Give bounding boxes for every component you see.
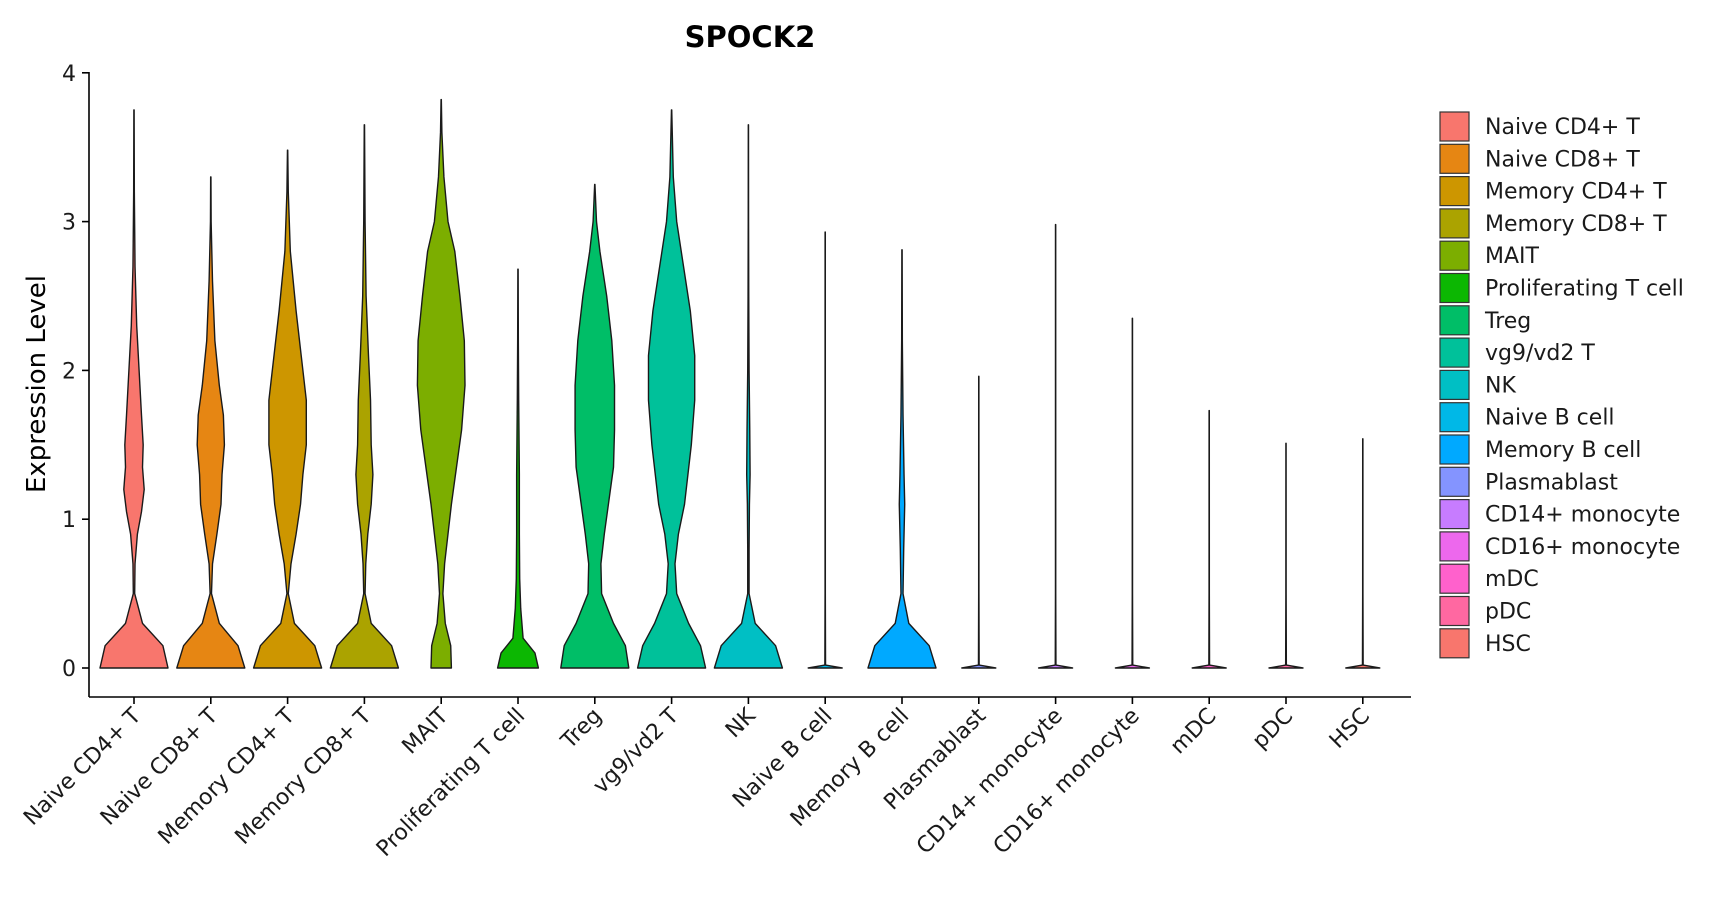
x-tick-label: MAIT	[398, 703, 454, 759]
violin-8	[713, 124, 784, 669]
legend-swatch	[1439, 466, 1470, 497]
legend-label: CD14+ monocyte	[1485, 503, 1680, 528]
violin-7	[636, 109, 707, 669]
x-tick-label: pDC	[1248, 704, 1298, 754]
legend-label: NK	[1485, 373, 1516, 398]
legend-swatch	[1439, 272, 1470, 304]
violin-3	[329, 124, 400, 669]
y-axis-label: Expression Level	[22, 275, 52, 493]
x-tick-label: Memory CD8+ T	[231, 703, 378, 850]
legend-label: Plasmablast	[1485, 470, 1618, 495]
legend-swatch	[1439, 337, 1470, 368]
y-tick-label: 2	[62, 359, 76, 384]
legend-label: Proliferating T cell	[1485, 277, 1684, 302]
violins	[99, 98, 1381, 669]
legend-label: HSC	[1485, 632, 1531, 657]
x-tick-label: CD16+ monocyte	[989, 704, 1145, 860]
violin-5	[496, 268, 540, 669]
y-ticks: 0 1 2 3 4	[62, 62, 89, 682]
legend-swatch	[1439, 305, 1470, 336]
legend-label: Treg	[1484, 309, 1531, 334]
legend-swatch	[1439, 434, 1470, 465]
violin-12	[1037, 223, 1074, 669]
violin-16	[1345, 438, 1381, 669]
x-tick-label: Proliferating T cell	[372, 704, 530, 862]
x-tick-label: HSC	[1325, 704, 1375, 754]
violin-4	[416, 98, 466, 669]
x-tick-label: Treg	[556, 704, 607, 755]
legend-swatch	[1439, 208, 1470, 239]
legend-swatch	[1439, 111, 1470, 142]
y-tick-label: 1	[62, 508, 76, 533]
legend-label: mDC	[1485, 567, 1539, 592]
violin-2	[252, 149, 323, 669]
legend-swatch	[1439, 499, 1470, 530]
violin-9	[807, 231, 843, 669]
legend-label: Memory CD4+ T	[1485, 180, 1667, 205]
x-tick-label: CD14+ monocyte	[912, 704, 1068, 860]
x-tick-label: NK	[721, 703, 761, 743]
violin-0	[99, 109, 169, 669]
legend-label: MAIT	[1485, 244, 1540, 269]
legend-swatch	[1439, 240, 1470, 271]
violin-11	[961, 375, 997, 669]
legend-label: pDC	[1485, 600, 1531, 625]
legend-swatch	[1439, 628, 1470, 659]
violin-14	[1191, 409, 1227, 669]
chart-title: SPOCK2	[685, 20, 816, 54]
legend-label: vg9/vd2 T	[1485, 341, 1595, 366]
legend: Naive CD4+ T Naive CD8+ T Memory CD4+ T Mem…	[1439, 111, 1684, 659]
legend-label: Memory CD8+ T	[1485, 212, 1667, 237]
violin-1	[176, 176, 246, 669]
legend-label: Naive CD8+ T	[1485, 147, 1640, 172]
legend-swatch	[1439, 369, 1470, 400]
x-tick-label: mDC	[1166, 704, 1222, 760]
legend-swatch	[1439, 595, 1470, 627]
legend-label: CD16+ monocyte	[1485, 535, 1680, 560]
violin-10	[867, 249, 937, 669]
violin-15	[1268, 442, 1304, 669]
legend-swatch	[1439, 531, 1470, 562]
legend-label: Naive B cell	[1485, 406, 1615, 431]
y-tick-label: 4	[62, 62, 76, 87]
legend-swatch	[1439, 143, 1470, 174]
legend-swatch	[1439, 563, 1470, 594]
legend-swatch	[1439, 402, 1470, 433]
x-tick-label: Memory CD4+ T	[154, 703, 301, 850]
y-tick-label: 3	[62, 211, 76, 236]
legend-label: Memory B cell	[1485, 438, 1641, 463]
violin-6	[560, 183, 630, 669]
y-tick-label: 0	[62, 657, 76, 682]
legend-label: Naive CD4+ T	[1485, 115, 1640, 140]
violin-13	[1114, 317, 1151, 669]
legend-swatch	[1439, 176, 1470, 207]
